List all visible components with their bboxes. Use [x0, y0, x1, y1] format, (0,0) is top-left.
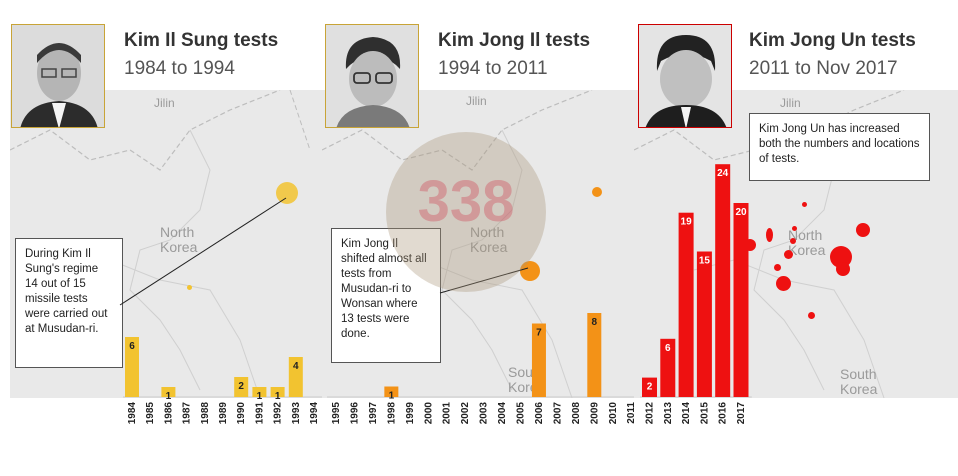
x-tick-label-1988: 1988 — [200, 402, 211, 425]
x-tick-label-2017: 2017 — [736, 402, 747, 425]
map-label-north-korea: North Korea — [470, 224, 508, 255]
x-tick-label-1995: 1995 — [331, 402, 342, 425]
x-tick-label-1992: 1992 — [273, 402, 284, 425]
x-tick-label-2004: 2004 — [497, 402, 508, 425]
x-tick-label-2002: 2002 — [460, 402, 471, 425]
x-tick-label-2008: 2008 — [571, 402, 582, 425]
watermark-text: 338 — [417, 169, 515, 234]
test-site — [766, 228, 773, 242]
panel-1-subtitle: 1984 to 1994 — [124, 58, 235, 79]
map-label-jilin: Jilin — [780, 96, 801, 110]
test-site-small — [187, 285, 192, 290]
portrait-kim-il-sung — [11, 24, 105, 128]
map-label-jilin: Jilin — [154, 96, 175, 110]
test-site — [856, 223, 870, 237]
watermark-circle: 338 — [386, 132, 546, 292]
x-tick-label-1986: 1986 — [163, 402, 174, 425]
panel-kim-il-sung: Jilin North Korea Kim Il Sung tests 1984… — [0, 0, 322, 476]
x-tick-label-2005: 2005 — [516, 402, 527, 425]
x-tick-label-2013: 2013 — [663, 402, 674, 425]
x-tick-label-1987: 1987 — [182, 402, 193, 425]
x-tick-label-2000: 2000 — [423, 402, 434, 425]
portrait-kim-jong-un — [638, 24, 732, 128]
x-tick-label-2016: 2016 — [718, 402, 729, 425]
test-site — [836, 262, 850, 276]
test-site — [802, 202, 807, 207]
test-site — [808, 312, 815, 319]
x-tick-label-2006: 2006 — [534, 402, 545, 425]
x-tick-label-1993: 1993 — [291, 402, 302, 425]
x-tick-label-2015: 2015 — [699, 402, 710, 425]
map-label-jilin: Jilin — [466, 94, 487, 108]
map-label-south-korea: South Korea — [840, 366, 878, 397]
x-tick-label-2007: 2007 — [552, 402, 563, 425]
x-tick-label-2009: 2009 — [589, 402, 600, 425]
panel-3-title: Kim Jong Un tests — [749, 30, 916, 51]
test-site — [792, 226, 797, 231]
x-tick-label-1997: 1997 — [368, 402, 379, 425]
x-tick-label-2012: 2012 — [645, 402, 656, 425]
panel-kim-jong-il: Jilin North Korea South Korea Kim Jong I… — [322, 0, 634, 476]
test-site — [776, 276, 791, 291]
x-tick-label-2011: 2011 — [626, 402, 634, 424]
panel-2-title: Kim Jong Il tests — [438, 30, 591, 51]
test-site — [774, 264, 781, 271]
x-tick-label-1989: 1989 — [218, 402, 229, 425]
x-tick-label-2010: 2010 — [608, 402, 619, 425]
panel-1-title: Kim Il Sung tests — [124, 30, 279, 51]
test-site-musudan — [592, 187, 602, 197]
test-site-musudan — [276, 182, 298, 204]
x-tick-label-1985: 1985 — [145, 402, 156, 425]
portrait-kim-jong-il — [325, 24, 419, 128]
x-tick-label-1990: 1990 — [236, 402, 247, 425]
panel-kim-jong-un: Jilin North Korea South Korea Kim Jong U… — [634, 0, 958, 476]
map-label-north-korea: North Korea — [160, 224, 198, 255]
panel-3-subtitle: 2011 to Nov 2017 — [749, 58, 898, 79]
x-tick-label-1994: 1994 — [309, 402, 320, 425]
x-tick-label-2001: 2001 — [442, 402, 453, 425]
annotation-note-1: During Kim Il Sung's regime 14 out of 15… — [15, 238, 123, 368]
test-site — [744, 239, 756, 251]
test-site — [784, 250, 793, 259]
x-tick-label-1984: 1984 — [127, 402, 138, 425]
x-tick-label-1991: 1991 — [254, 402, 265, 425]
annotation-note-2: Kim Jong Il shifted almost all tests fro… — [331, 228, 441, 363]
x-tick-label-2014: 2014 — [681, 402, 692, 425]
x-tick-label-1999: 1999 — [405, 402, 416, 425]
x-tick-label-1996: 1996 — [349, 402, 360, 425]
map-label-north-korea: North Korea — [788, 227, 826, 258]
x-tick-label-1998: 1998 — [386, 402, 397, 425]
panel-2-subtitle: 1994 to 2011 — [438, 58, 548, 79]
test-site — [790, 238, 796, 244]
map-label-south-korea: South Korea — [508, 364, 546, 395]
annotation-note-3: Kim Jong Un has increased both the numbe… — [749, 113, 930, 181]
x-tick-label-2003: 2003 — [479, 402, 490, 425]
